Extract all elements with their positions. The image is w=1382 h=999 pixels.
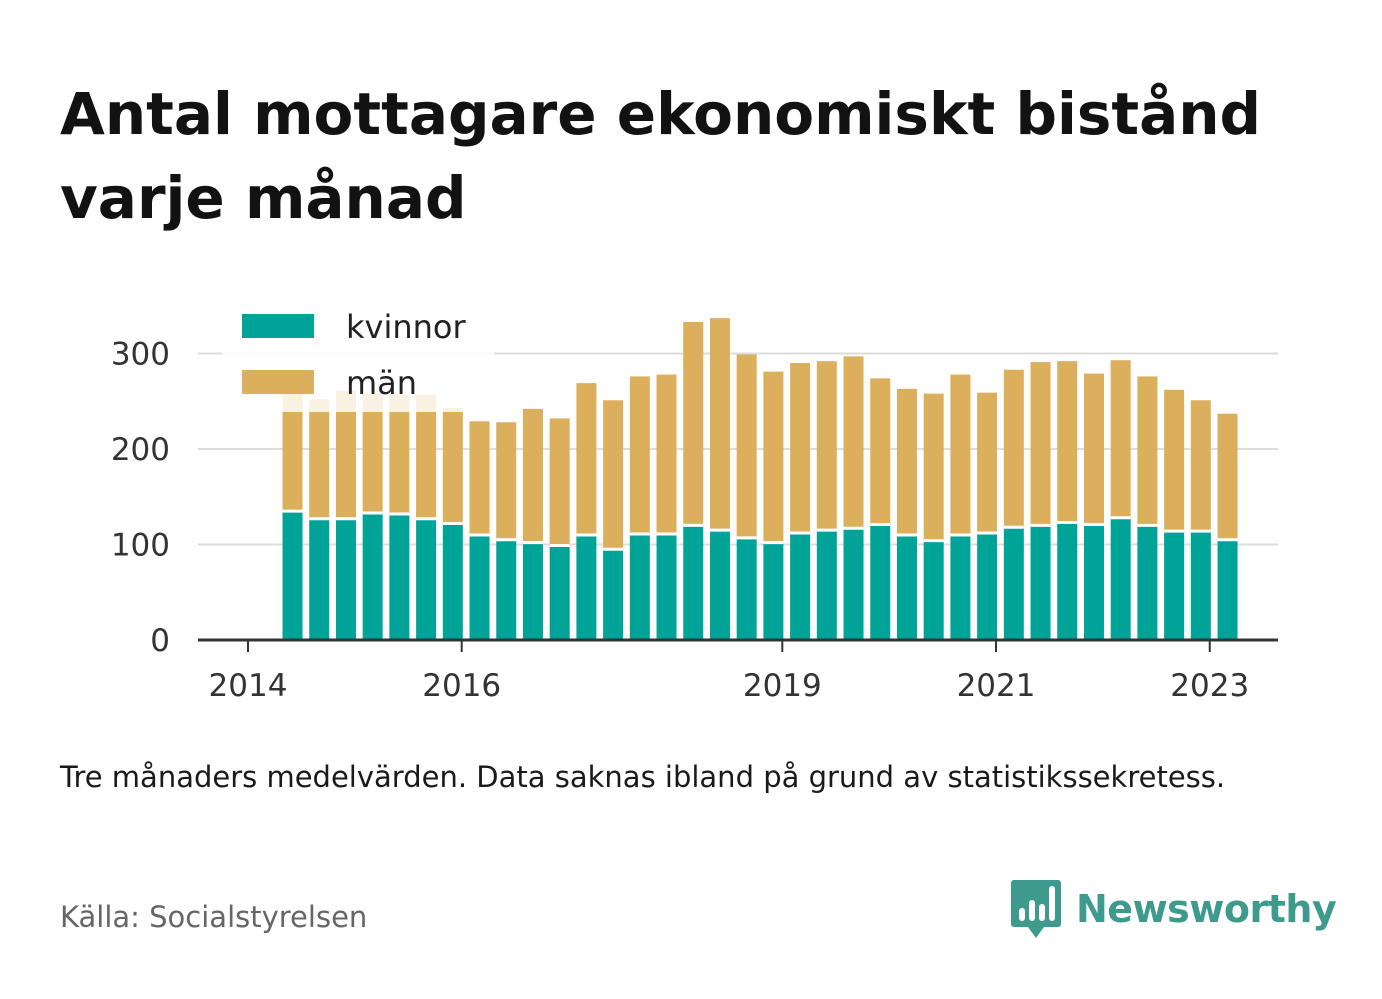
y-tick-label: 200 [111,432,170,468]
brand-name: Newsworthy [1076,887,1337,931]
legend-label-kvinnor: kvinnor [346,308,467,346]
bar-kvinnor [496,539,517,640]
chart-title: Antal mottagare ekonomiskt bistånd varje… [60,80,1262,232]
bar-man [309,399,330,519]
bar-kvinnor [416,518,437,640]
bar-kvinnor [1110,517,1131,640]
bar-man [469,421,490,535]
bar-man [389,394,410,514]
bar-man [522,408,543,543]
bar-man [416,394,437,519]
bar-man [629,376,650,534]
bar-man [1030,362,1051,526]
bar-kvinnor [389,513,410,640]
bar-kvinnor [790,533,811,640]
legend-swatch-man [242,370,314,394]
bar-man [1137,376,1158,526]
bar-man [1190,400,1211,532]
bar-kvinnor [656,533,677,640]
bar-man [1003,369,1024,528]
bar-man [576,383,597,535]
bar-chart: 0 100 200 300 2014 2016 2019 2021 2023 kvinnor män [111,304,1278,704]
bar-kvinnor [1137,525,1158,640]
legend-label-man: män [346,364,417,402]
bar-kvinnor [309,518,330,640]
bar-man [1057,361,1078,523]
bar-man [870,378,891,525]
bar-man [335,390,356,519]
bar-kvinnor [335,518,356,640]
source-label: Källa: Socialstyrelsen [60,900,368,934]
bar-kvinnor [1190,531,1211,640]
bar-kvinnor [1030,525,1051,640]
bar-man [843,356,864,529]
x-tick-label: 2021 [957,668,1036,704]
y-tick-label: 100 [111,528,170,564]
bar-kvinnor [1083,524,1104,640]
bar-kvinnor [870,524,891,640]
bar-kvinnor [736,537,757,640]
bar-kvinnor [549,545,570,640]
x-tick-label: 2016 [422,668,501,704]
bar-kvinnor [362,512,383,640]
bar-man [923,393,944,541]
bar-kvinnor [896,534,917,640]
bar-man [1110,360,1131,518]
bar-kvinnor [629,533,650,640]
bar-kvinnor [950,534,971,640]
bar-kvinnor [843,528,864,640]
bar-man [549,418,570,546]
bar-kvinnor [977,533,998,640]
newsworthy-brand[interactable]: Newsworthy [1010,878,1337,940]
bar-kvinnor [576,534,597,640]
bar-kvinnor [683,525,704,640]
bar-man [950,374,971,535]
bar-kvinnor [1217,539,1238,640]
bar-man [736,354,757,538]
x-tick-label: 2014 [209,668,288,704]
bar-man [1217,413,1238,540]
bar-man [656,374,677,534]
bar-kvinnor [522,542,543,640]
bar-man [816,361,837,531]
bar-kvinnor [763,542,784,640]
bar-kvinnor [709,530,730,640]
bar-man [603,400,624,550]
bar-man [790,363,811,534]
bar-kvinnor [282,511,303,640]
bar-man [282,393,303,512]
chart-note: Tre månaders medelvärden. Data saknas ib… [60,760,1226,794]
x-tick-label: 2019 [743,668,822,704]
bar-man [362,393,383,513]
bar-man [442,407,463,524]
newsworthy-bar-chart-icon [1011,880,1061,938]
legend-swatch-kvinnor [242,314,314,338]
bar-man [977,392,998,534]
bar-man [709,318,730,531]
bar-man [496,422,517,540]
bar-kvinnor [816,530,837,640]
bar-kvinnor [1003,527,1024,640]
bar-kvinnor [603,549,624,640]
y-tick-label: 300 [111,337,170,373]
bar-kvinnor [1057,522,1078,640]
bar-man [683,321,704,526]
bar-man [896,388,917,535]
bar-kvinnor [469,534,490,640]
bar-man [1083,373,1104,525]
x-tick-label: 2023 [1170,668,1249,704]
bar-man [1164,389,1185,532]
bar-kvinnor [442,523,463,640]
bar-kvinnor [923,540,944,640]
y-tick-label: 0 [150,623,170,659]
bar-kvinnor [1164,531,1185,640]
bar-man [763,371,784,543]
